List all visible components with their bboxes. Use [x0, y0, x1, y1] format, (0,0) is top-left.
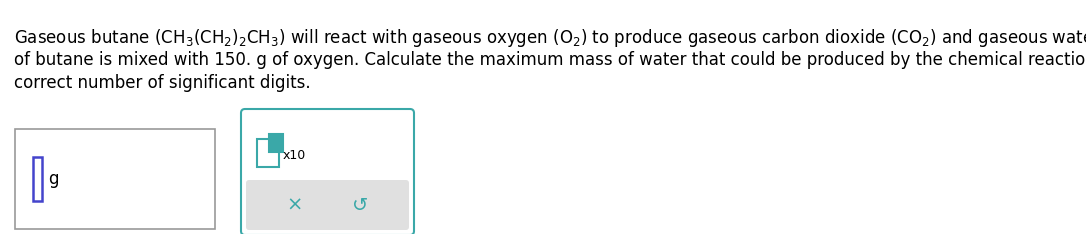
- Text: ×: ×: [287, 195, 303, 215]
- Text: ↺: ↺: [352, 195, 368, 215]
- Text: Gaseous butane $\left(\mathregular{CH_3(CH_2)_2CH_3}\right)$ will react with gas: Gaseous butane $\left(\mathregular{CH_3(…: [14, 27, 1086, 49]
- Text: x10: x10: [283, 149, 306, 162]
- Text: g: g: [48, 170, 59, 188]
- Text: correct number of significant digits.: correct number of significant digits.: [14, 74, 311, 92]
- Text: of butane is mixed with 150. g of oxygen. Calculate the maximum mass of water th: of butane is mixed with 150. g of oxygen…: [14, 51, 1086, 69]
- Bar: [269, 134, 283, 152]
- FancyBboxPatch shape: [247, 180, 409, 230]
- FancyBboxPatch shape: [241, 109, 414, 234]
- Bar: [257, 139, 279, 167]
- Bar: [33, 157, 42, 201]
- Bar: [15, 129, 215, 229]
